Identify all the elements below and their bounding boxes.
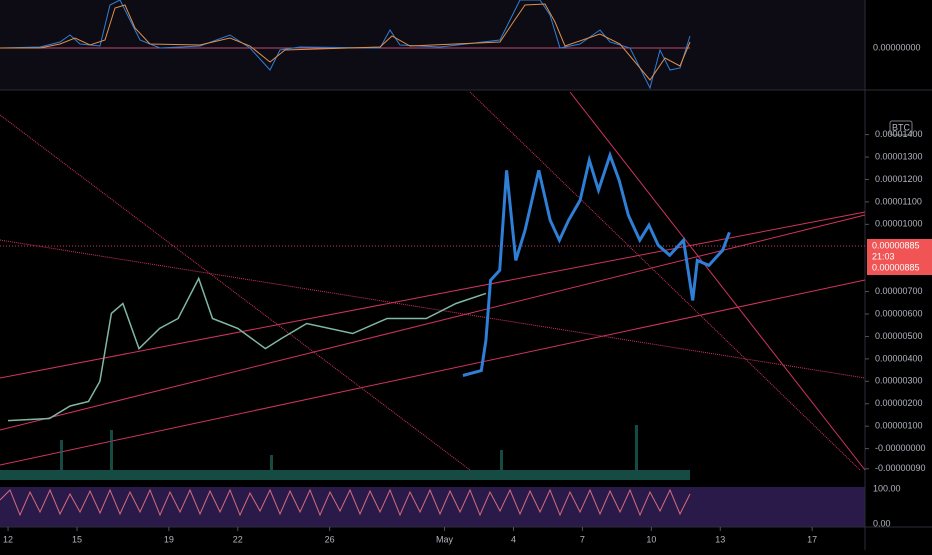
price-tag	[867, 239, 932, 275]
macd-line	[0, 0, 691, 90]
x-tick-label: 4	[511, 534, 516, 544]
y-tick-label: 0.00001200	[875, 174, 923, 184]
stoch-label: 0.00	[873, 518, 891, 528]
stoch-panel	[0, 487, 865, 527]
volume	[0, 425, 690, 480]
price-series	[7, 276, 487, 422]
x-tick-label: May	[436, 534, 454, 544]
y-tick-label: 0.00001100	[875, 196, 922, 206]
y-tick-label: 0.00000700	[875, 286, 923, 296]
stoch-label: 100.00	[873, 483, 901, 493]
price-tag-time: 21:03	[872, 251, 895, 261]
stoch-line	[0, 488, 691, 517]
x-tick-label: 17	[807, 534, 817, 544]
y-tick-label: 0.00000600	[875, 308, 923, 318]
price-series	[462, 150, 731, 377]
signal-line	[0, 3, 691, 81]
x-tick-label: 22	[233, 534, 243, 544]
y-tick-label: -0.00000090	[875, 463, 926, 473]
y-tick-label: 0.00001000	[875, 219, 923, 229]
trend-lines	[0, 91, 866, 471]
y-tick-label: -0.00000000	[875, 443, 926, 453]
y-tick-label: 0.00001300	[875, 151, 923, 161]
x-tick-label: 19	[164, 534, 174, 544]
macd-label: 0.00000000	[873, 42, 921, 52]
price-tag-label: 0.00000885	[872, 262, 920, 272]
y-tick-label: 0.00001400	[875, 129, 923, 139]
x-tick-label: 13	[715, 534, 725, 544]
price-tag-label: 0.00000885	[872, 240, 920, 250]
x-tick-label: 15	[72, 534, 82, 544]
x-tick-label: 26	[325, 534, 335, 544]
x-tick-label: 10	[646, 534, 656, 544]
currency-box	[889, 120, 913, 136]
currency: BTC	[892, 122, 911, 132]
y-tick-label: 0.00000200	[875, 398, 923, 408]
y-tick-label: 0.00000300	[875, 376, 923, 386]
y-tick-label: 0.00000400	[875, 353, 923, 363]
y-tick-label: 0.00000500	[875, 331, 923, 341]
y-tick-label: 0.00000100	[875, 421, 923, 431]
x-tick-label: 12	[3, 534, 13, 544]
x-tick-label: 7	[580, 534, 585, 544]
